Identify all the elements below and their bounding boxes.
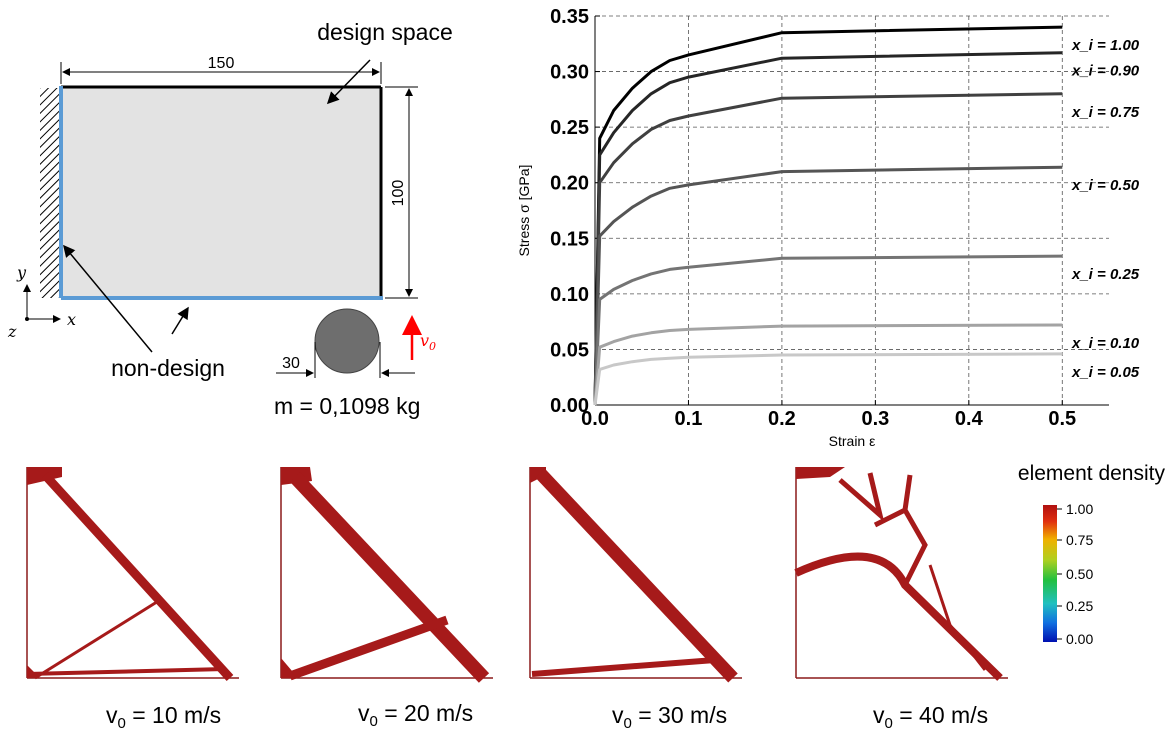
colorbar-tick-4: 0.25 xyxy=(1066,598,1093,614)
x-tick-label-5: 0.5 xyxy=(1048,408,1076,430)
caption-v10: v0 = 10 m/s xyxy=(106,702,222,732)
series-label-2: x_i = 0.75 xyxy=(1071,104,1140,121)
series-line-6 xyxy=(593,352,1063,406)
x-tick-label-0: 0.0 xyxy=(581,408,609,430)
impactor-dim-label: 30 xyxy=(282,355,300,372)
y-tick-label-0: 0.00 xyxy=(550,395,589,417)
mass-label: m = 0,1098 kg xyxy=(274,393,421,419)
y-axis-label: Stress σ [GPa] xyxy=(516,165,532,257)
axis-z-label: z xyxy=(8,322,17,341)
caption-v30: v0 = 30 m/s xyxy=(612,702,728,732)
y-tick-label-7: 0.35 xyxy=(550,6,589,28)
x-axis-label: Strain ε xyxy=(829,433,876,449)
series-label-6: x_i = 0.05 xyxy=(1071,364,1140,381)
density-panel-3 xyxy=(529,467,742,683)
colorbar xyxy=(1043,505,1057,642)
series-label-3: x_i = 0.50 xyxy=(1071,177,1140,194)
colorbar-tick-5: 0.00 xyxy=(1066,631,1093,647)
velocity-label: v0 xyxy=(420,331,437,354)
y-tick-label-1: 0.05 xyxy=(550,339,589,361)
axis-y-label: y xyxy=(17,263,27,282)
series-label-4: x_i = 0.25 xyxy=(1071,266,1140,283)
schematic: 150 100 design space non-design 30 xyxy=(23,19,453,381)
x-tick-label-3: 0.3 xyxy=(861,408,889,430)
colorbar-title: element density xyxy=(1018,462,1166,485)
y-tick-label-6: 0.30 xyxy=(550,62,589,84)
height-dim-label: 100 xyxy=(390,180,407,207)
density-panel-4 xyxy=(794,467,1008,681)
impactor-circle xyxy=(314,308,380,374)
y-tick-label-4: 0.20 xyxy=(550,173,589,195)
non-design-arrow-bottom xyxy=(171,306,189,335)
design-space-label: design space xyxy=(317,19,453,45)
series-line-2 xyxy=(593,92,1063,406)
colorbar-tick-1: 1.00 xyxy=(1066,501,1093,517)
series-line-0 xyxy=(593,25,1063,406)
x-tick-label-4: 0.4 xyxy=(955,408,984,430)
series-label-5: x_i = 0.10 xyxy=(1071,335,1140,352)
caption-v40: v0 = 40 m/s xyxy=(873,702,989,732)
series-line-5 xyxy=(593,323,1063,406)
colorbar-tick-3: 0.50 xyxy=(1066,566,1093,582)
density-panel-1 xyxy=(26,467,239,682)
y-tick-label-2: 0.10 xyxy=(550,284,589,306)
y-tick-label-3: 0.15 xyxy=(550,228,589,250)
colorbar-tick-2: 0.75 xyxy=(1066,532,1093,548)
series-line-4 xyxy=(593,254,1063,406)
density-results: 1.00 0.75 0.50 0.25 0.00 element density xyxy=(26,462,1166,683)
width-dim-label: 150 xyxy=(208,55,235,72)
y-tick-label-5: 0.25 xyxy=(550,117,589,139)
non-design-label: non-design xyxy=(111,355,225,381)
stress-strain-chart: 0.0 0.1 0.2 0.3 0.4 0.5 0.00 0.05 0.10 0.15 0.20 0.… xyxy=(516,6,1140,449)
caption-v20: v0 = 20 m/s xyxy=(358,700,474,730)
design-space-arrow xyxy=(326,59,371,105)
series-line-1 xyxy=(593,51,1063,406)
x-tick-label-2: 0.2 xyxy=(768,408,796,430)
x-tick-label-1: 0.1 xyxy=(675,408,703,430)
density-panel-2 xyxy=(280,467,493,683)
series-line-3 xyxy=(593,165,1063,406)
design-space-rect xyxy=(61,87,381,298)
axis-x-label: x xyxy=(67,310,77,329)
series-label-1: x_i = 0.90 xyxy=(1071,63,1140,80)
fixed-wall-hatch xyxy=(40,88,60,298)
non-design-arrow-left xyxy=(63,244,153,353)
series-label-0: x_i = 1.00 xyxy=(1071,37,1140,54)
